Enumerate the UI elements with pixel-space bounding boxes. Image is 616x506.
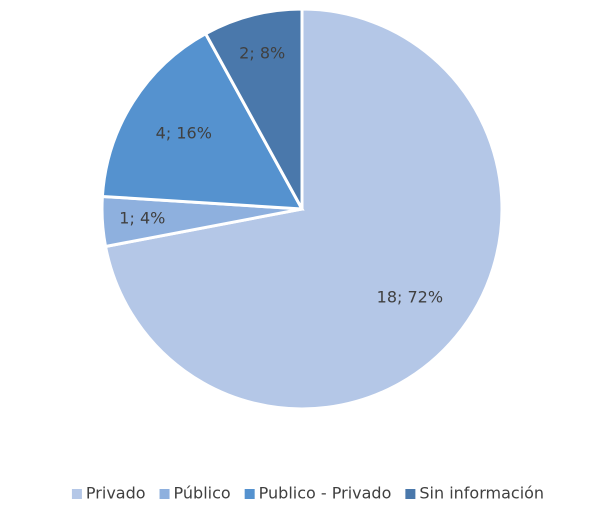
legend-label: Público (174, 484, 231, 503)
legend-swatch (71, 489, 82, 499)
legend-label: Publico - Privado (259, 484, 392, 503)
pie-slice (100, 31, 305, 211)
legend-swatch (405, 489, 416, 499)
pie-slice (103, 7, 504, 411)
legend-swatch (244, 489, 255, 499)
data-label: 18; 72% (377, 288, 443, 307)
pie-slice (203, 7, 304, 210)
data-label: 4; 16% (156, 123, 212, 142)
data-label: 2; 8% (239, 44, 285, 63)
legend-label: Sin información (419, 484, 544, 503)
legend-swatch (159, 489, 170, 499)
data-label: 1; 4% (119, 209, 165, 228)
legend-label: Privado (86, 484, 146, 503)
